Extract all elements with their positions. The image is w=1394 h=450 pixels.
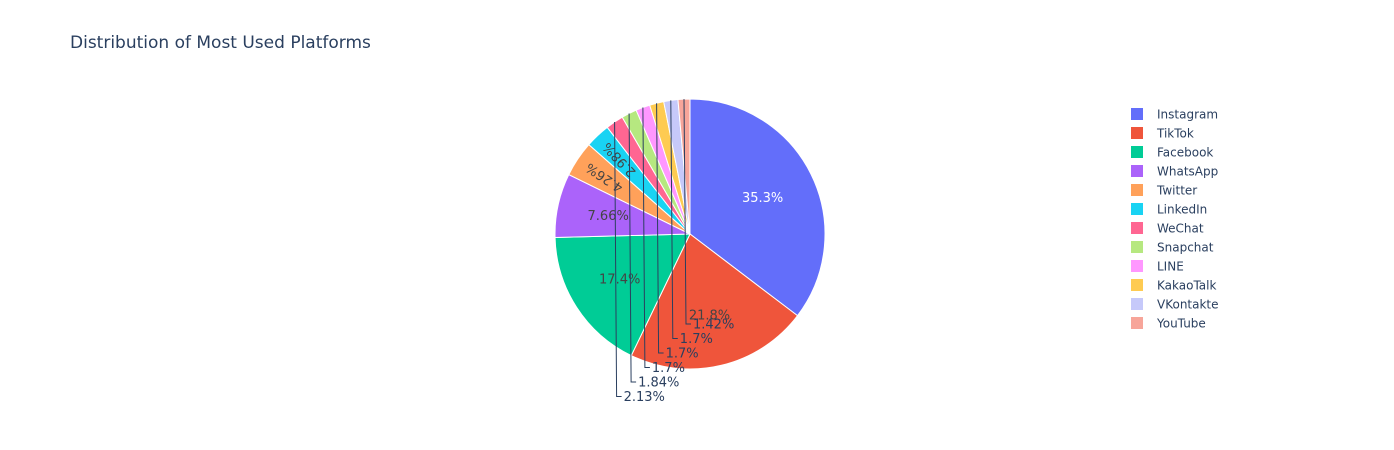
legend-label: Snapchat bbox=[1157, 241, 1214, 255]
legend-item-instagram[interactable]: Instagram bbox=[1131, 108, 1218, 122]
legend-label: KakaoTalk bbox=[1157, 279, 1216, 293]
legend-item-youtube[interactable]: YouTube bbox=[1131, 317, 1206, 331]
legend-swatch bbox=[1131, 222, 1143, 234]
legend-item-linkedin[interactable]: LinkedIn bbox=[1131, 203, 1207, 217]
legend-label: VKontakte bbox=[1157, 298, 1219, 312]
legend-label: Facebook bbox=[1157, 146, 1213, 160]
pie-slice-facebook[interactable] bbox=[554, 233, 691, 357]
leader-line-line bbox=[642, 107, 650, 368]
legend-label: YouTube bbox=[1156, 317, 1206, 331]
legend-item-kakaotalk[interactable]: KakaoTalk bbox=[1131, 279, 1216, 293]
leader-line-youtube bbox=[683, 99, 691, 325]
pie-slice-instagram[interactable] bbox=[689, 98, 826, 317]
leader-line-snapchat bbox=[628, 113, 637, 383]
data-label-whatsapp: 7.66% bbox=[588, 209, 629, 224]
legend-label: Instagram bbox=[1157, 108, 1218, 122]
leader-line-wechat bbox=[614, 121, 622, 397]
legend-label: TikTok bbox=[1156, 127, 1194, 141]
data-label-tiktok: 21.8% bbox=[689, 308, 730, 323]
legend-item-snapchat[interactable]: Snapchat bbox=[1131, 241, 1214, 255]
leader-line-vkontakte bbox=[670, 100, 678, 339]
legend-swatch bbox=[1131, 298, 1143, 310]
legend-label: LINE bbox=[1157, 260, 1184, 274]
data-label-wechat: 2.13% bbox=[624, 390, 665, 405]
legend-label: Twitter bbox=[1156, 184, 1197, 198]
chart-title: Distribution of Most Used Platforms bbox=[70, 33, 371, 53]
data-label-snapchat: 1.84% bbox=[638, 376, 679, 391]
legend-swatch bbox=[1131, 260, 1143, 272]
data-label-line: 1.7% bbox=[652, 361, 685, 376]
legend-item-line[interactable]: LINE bbox=[1131, 260, 1184, 274]
data-label-kakaotalk: 1.7% bbox=[666, 347, 699, 362]
legend-item-wechat[interactable]: WeChat bbox=[1131, 222, 1204, 236]
legend-swatch bbox=[1131, 317, 1143, 329]
legend-item-twitter[interactable]: Twitter bbox=[1131, 184, 1197, 198]
data-label-facebook: 17.4% bbox=[599, 272, 640, 287]
data-label-instagram: 35.3% bbox=[742, 191, 783, 206]
legend-swatch bbox=[1131, 203, 1143, 215]
leader-line-kakaotalk bbox=[656, 103, 664, 354]
data-label-vkontakte: 1.7% bbox=[680, 332, 713, 347]
legend-item-tiktok[interactable]: TikTok bbox=[1131, 127, 1194, 141]
legend-swatch bbox=[1131, 127, 1143, 139]
legend-item-whatsapp[interactable]: WhatsApp bbox=[1131, 165, 1218, 179]
legend-label: LinkedIn bbox=[1157, 203, 1207, 217]
legend[interactable]: Instagram TikTok Facebook WhatsApp Twitter Li… bbox=[1131, 108, 1219, 331]
legend-label: WhatsApp bbox=[1157, 165, 1218, 179]
legend-label: WeChat bbox=[1157, 222, 1204, 236]
legend-item-vkontakte[interactable]: VKontakte bbox=[1131, 298, 1219, 312]
legend-swatch bbox=[1131, 146, 1143, 158]
legend-swatch bbox=[1131, 184, 1143, 196]
legend-swatch bbox=[1131, 279, 1143, 291]
pie-slices bbox=[554, 98, 826, 370]
legend-item-facebook[interactable]: Facebook bbox=[1131, 146, 1213, 160]
legend-swatch bbox=[1131, 165, 1143, 177]
legend-swatch bbox=[1131, 241, 1143, 253]
legend-swatch bbox=[1131, 108, 1143, 120]
data-label-youtube: 1.42% bbox=[693, 318, 734, 333]
